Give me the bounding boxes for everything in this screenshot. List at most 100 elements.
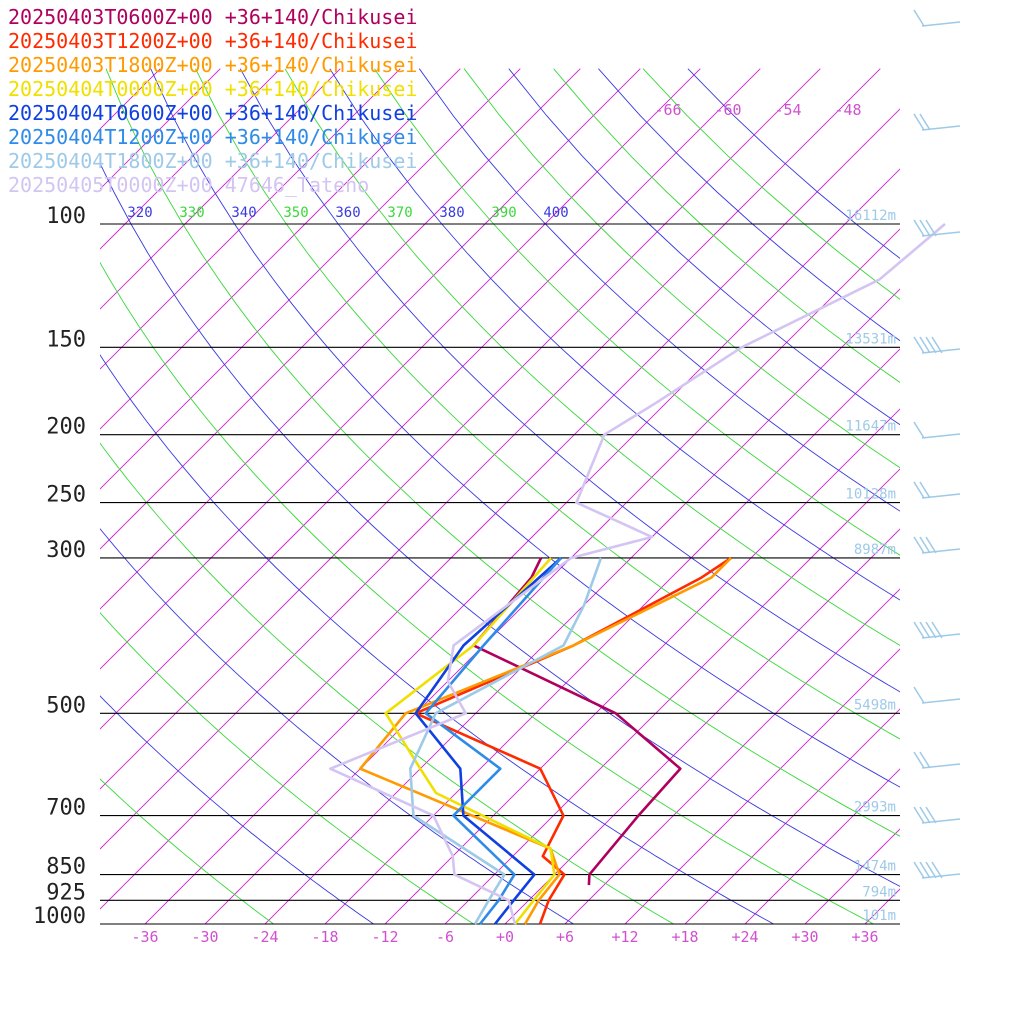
isotherm-line	[100, 68, 581, 550]
theta-label: 390	[491, 205, 516, 221]
isotherm-top-label: -48	[834, 101, 861, 119]
dry-adiabat-line	[284, 68, 900, 646]
isotherm-line	[100, 68, 821, 790]
dry-adiabat-line	[100, 442, 674, 924]
isotherm-line	[324, 348, 900, 924]
dry-adiabat-line	[239, 68, 900, 693]
legend-entry: 20250404T1800Z+00 +36+140/Chikusei	[8, 149, 417, 173]
wind-barb-icon	[913, 686, 961, 704]
series-line-8	[328, 223, 946, 925]
dry-adiabat-line	[195, 68, 900, 740]
dry-adiabat-line	[100, 695, 374, 924]
legend-entry: 20250404T1200Z+00 +36+140/Chikusei	[8, 125, 417, 149]
series-line-3	[358, 557, 732, 925]
dry-adiabat-line	[150, 68, 900, 788]
wind-barb-icon	[913, 9, 961, 27]
legend-entry: 20250403T0600Z+00 +36+140/Chikusei	[8, 5, 417, 29]
dry-adiabat-line	[553, 68, 900, 384]
series-line-7	[408, 557, 603, 925]
theta-label: 360	[335, 205, 360, 221]
legend-entry: 20250403T1200Z+00 +36+140/Chikusei	[8, 29, 417, 53]
temperature-tick-label: +18	[671, 928, 698, 946]
series-line-6	[424, 557, 562, 925]
temperature-tick-label: +6	[556, 928, 574, 946]
isotherm-line	[384, 408, 900, 924]
isobar-lines	[100, 223, 900, 925]
isotherm-line	[264, 288, 900, 924]
isotherm-top-label: -54	[774, 101, 801, 119]
dry-adiabat-line	[105, 68, 900, 837]
pressure-tick-label: 300	[46, 538, 86, 563]
theta-label: 380	[439, 205, 464, 221]
isotherm-line	[100, 68, 521, 490]
height-label: 5498m	[854, 697, 896, 713]
pressure-tick-label: 925	[46, 880, 86, 905]
series-line-5	[414, 557, 562, 925]
legend: 20250403T0600Z+00 +36+140/Chikusei202504…	[8, 5, 417, 197]
dry-adiabat-line	[100, 354, 774, 924]
wind-barb-icon	[913, 751, 961, 769]
pressure-tick-label: 850	[46, 855, 86, 880]
pressure-tick-label: 150	[46, 327, 86, 352]
height-label: 794m	[862, 884, 896, 900]
wind-barb-icon	[913, 336, 961, 354]
pressure-tick-label: 100	[46, 204, 86, 229]
wind-barb-icon	[913, 536, 961, 554]
pressure-tick-label: 250	[46, 483, 86, 508]
pressure-tick-label: 700	[46, 796, 86, 821]
theta-label: 320	[127, 205, 152, 221]
series-line-1	[472, 557, 682, 886]
background-lines	[100, 68, 1024, 924]
isotherm-line	[804, 828, 900, 924]
wind-barb-icon	[913, 621, 961, 639]
temperature-tick-label: -6	[436, 928, 454, 946]
isotherm-line	[985, 69, 1024, 924]
temperature-tick-label: +0	[496, 928, 514, 946]
dry-adiabat-line	[418, 68, 900, 512]
wind-barb-icon	[913, 481, 961, 499]
wind-barbs	[913, 9, 961, 879]
dry-adiabat-line	[374, 68, 900, 556]
temperature-tick-label: -30	[191, 928, 218, 946]
dry-adiabat-line	[642, 68, 900, 300]
dry-adiabat-line	[100, 778, 274, 924]
legend-entry: 20250404T0000Z+00 +36+140/Chikusei	[8, 77, 417, 101]
isotherm-line	[100, 108, 900, 910]
temperature-tick-label: -12	[371, 928, 398, 946]
dry-adiabat-line	[463, 68, 900, 469]
temperature-tick-label: -24	[251, 928, 278, 946]
wind-barb-icon	[913, 806, 961, 824]
legend-entry: 20250403T1800Z+00 +36+140/Chikusei	[8, 53, 417, 77]
height-label: 11647m	[845, 419, 896, 435]
theta-label: 340	[231, 205, 256, 221]
series-line-4	[384, 557, 556, 925]
legend-entry: 20250405T0000Z+00 47646_Tateno	[8, 173, 369, 197]
wind-barb-icon	[913, 113, 961, 131]
wind-barb-icon	[913, 421, 961, 439]
isotherm-top-label: -60	[714, 101, 741, 119]
height-label: 8987m	[854, 542, 896, 558]
isotherm-line	[504, 528, 900, 924]
isotherm-line	[144, 168, 900, 924]
theta-label: 400	[543, 205, 568, 221]
dry-adiabat-line	[100, 261, 874, 924]
isotherm-line	[624, 648, 900, 924]
dry-adiabat-line	[329, 68, 900, 601]
temperature-tick-label: -18	[311, 928, 338, 946]
isotherm-line	[744, 768, 900, 924]
isotherm-line	[684, 708, 900, 924]
legend-entry: 20250404T0600Z+00 +36+140/Chikusei	[8, 101, 417, 125]
isotherm-top-label: -66	[654, 101, 681, 119]
dry-adiabat-line	[508, 68, 900, 426]
pressure-tick-label: 1000	[33, 904, 86, 929]
pressure-tick-label: 200	[46, 415, 86, 440]
theta-label: 330	[179, 205, 204, 221]
temperature-tick-label: +24	[731, 928, 758, 946]
sounding-series	[328, 223, 946, 925]
isotherm-line	[564, 588, 900, 924]
pressure-tick-label: 500	[46, 693, 86, 718]
height-label: 16112m	[845, 208, 896, 224]
height-label: 101m	[862, 908, 896, 924]
